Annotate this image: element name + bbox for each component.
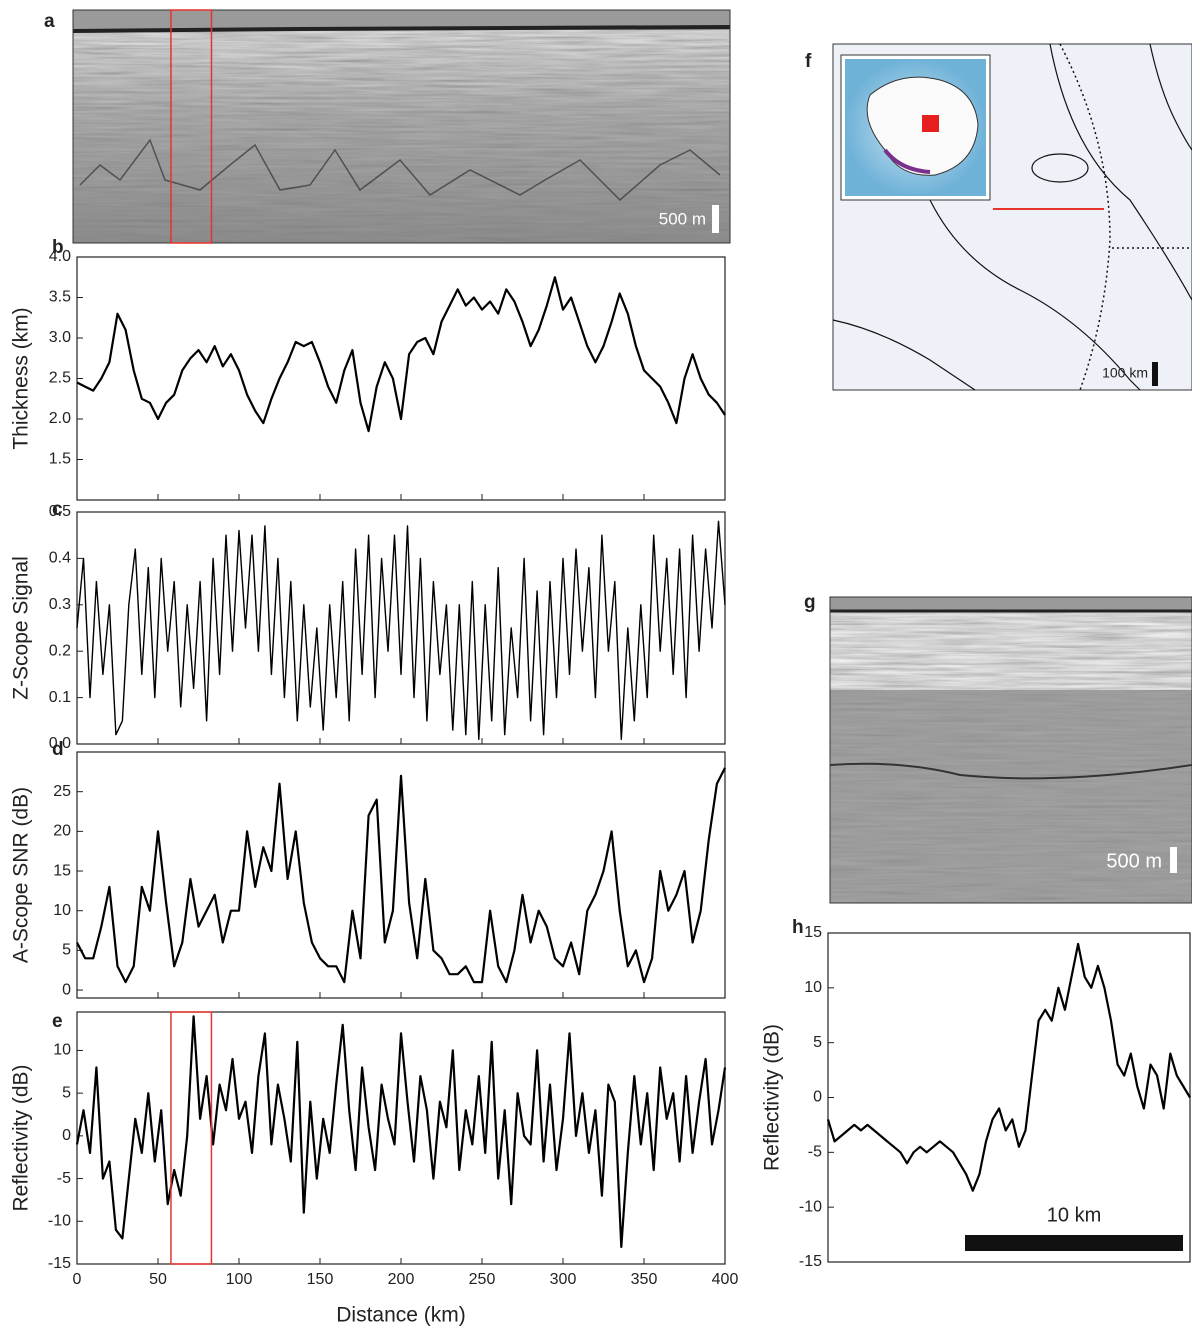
y-tick-label: -10 <box>48 1213 71 1230</box>
y-tick-label: -5 <box>57 1170 71 1187</box>
data-line <box>76 276 726 433</box>
radargram-a: 500 m a <box>44 9 731 244</box>
plot-frame <box>827 932 1191 1263</box>
data-line <box>76 520 726 741</box>
data-line <box>826 942 1191 1192</box>
y-tick-label: 5 <box>62 942 71 959</box>
data-line <box>76 767 726 984</box>
panel-label: c <box>52 499 63 520</box>
scale-label: 100 km <box>1102 365 1148 381</box>
y-tick-label: 0 <box>62 981 71 998</box>
x-tick-label: 200 <box>388 1271 415 1288</box>
x-tick-label: 100 <box>226 1271 253 1288</box>
panel-label: b <box>52 237 64 258</box>
x-tick-label: 150 <box>307 1271 334 1288</box>
plot-frame <box>76 256 726 501</box>
x-tick-label: 50 <box>149 1271 167 1288</box>
y-tick-label: 2.5 <box>49 370 71 387</box>
y-tick-label: 2.0 <box>49 410 71 427</box>
y-axis-label: Reflectivity (dB) <box>761 1024 784 1171</box>
y-tick-label: 0 <box>813 1089 822 1106</box>
y-tick-label: 10 <box>804 979 822 996</box>
x-tick-label: 0 <box>73 1271 82 1288</box>
y-tick-label: 0.2 <box>49 642 71 659</box>
y-tick-label: 25 <box>53 783 71 800</box>
y-tick-label: -15 <box>48 1255 71 1272</box>
y-tick-label: 0.5 <box>49 503 71 520</box>
highlight-box <box>170 1011 213 1265</box>
y-tick-label: 3.0 <box>49 329 71 346</box>
y-tick-label: -10 <box>799 1198 822 1215</box>
y-tick-label: -15 <box>799 1253 822 1270</box>
highlight-box <box>170 9 213 244</box>
y-tick-label: 0.3 <box>49 596 71 613</box>
x-tick-label: 400 <box>712 1271 739 1288</box>
y-tick-label: 0 <box>62 1127 71 1144</box>
y-axis-label: Z-Scope Signal <box>10 556 33 700</box>
y-tick-label: 15 <box>53 862 71 879</box>
map-f: 100 km f <box>805 43 1192 391</box>
y-axis-label: Thickness (km) <box>10 307 33 449</box>
radargram-g: 500 m g <box>804 592 1192 904</box>
x-tick-label: 250 <box>469 1271 496 1288</box>
scale-label: 500 m <box>659 209 706 228</box>
y-tick-label: 4.0 <box>49 248 71 265</box>
panel-label: f <box>805 51 812 72</box>
y-tick-label: 0.1 <box>49 689 71 706</box>
scale-label: 10 km <box>1047 1204 1101 1226</box>
y-tick-label: 15 <box>804 924 822 941</box>
panel-label: d <box>52 739 64 760</box>
y-axis-label: Reflectivity (dB) <box>10 1064 33 1211</box>
x-tick-label: 350 <box>631 1271 658 1288</box>
x-tick-label: 300 <box>550 1271 577 1288</box>
y-tick-label: 5 <box>813 1034 822 1051</box>
panel-label: e <box>52 1011 63 1032</box>
data-line <box>75 1015 727 1248</box>
y-tick-label: 3.5 <box>49 289 71 306</box>
y-tick-label: 0.0 <box>49 735 71 752</box>
y-tick-label: 10 <box>53 1042 71 1059</box>
panel-label: g <box>804 592 816 613</box>
panel-label: a <box>44 11 55 32</box>
scale-label: 500 m <box>1106 850 1162 872</box>
y-tick-label: 1.5 <box>49 451 71 468</box>
y-tick-label: 20 <box>53 823 71 840</box>
panel-label: h <box>792 917 804 938</box>
y-axis-label: A-Scope SNR (dB) <box>10 787 33 963</box>
y-tick-label: 0.4 <box>49 550 71 567</box>
y-tick-label: 5 <box>62 1084 71 1101</box>
y-tick-label: 10 <box>53 902 71 919</box>
scale-bar <box>965 1235 1183 1251</box>
y-tick-label: -5 <box>808 1144 822 1161</box>
x-axis-label: Distance (km) <box>336 1304 466 1327</box>
